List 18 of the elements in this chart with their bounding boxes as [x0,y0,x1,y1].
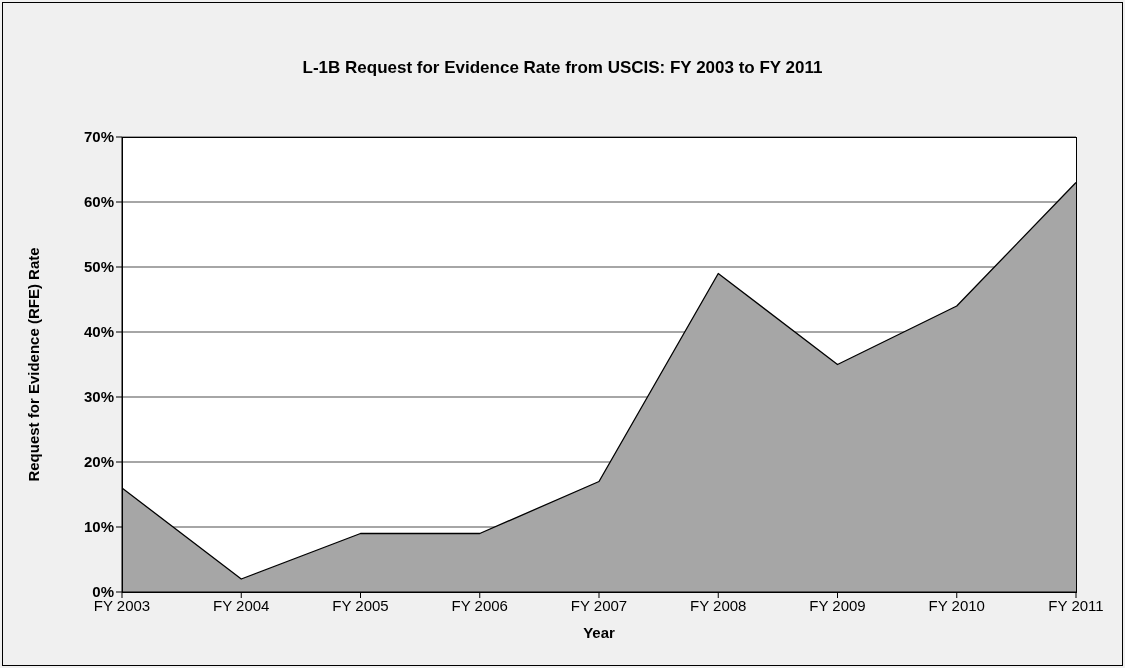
x-tick-label: FY 2009 [809,596,866,614]
y-tick-label: 40% [83,323,114,341]
x-tick-label: FY 2011 [1048,596,1104,614]
x-tick-label: FY 2004 [213,596,270,614]
y-tick-label: 70% [83,128,114,146]
x-tick-label: FY 2005 [332,596,389,614]
x-tick-label: FY 2010 [928,596,985,614]
chart-title: L-1B Request for Evidence Rate from USCIS: FY 2003 to FY 2011 [301,58,824,78]
y-tick-label: 10% [83,518,114,536]
y-tick-label: 20% [83,453,114,471]
y-tick-label: 30% [83,388,114,406]
x-tick-label: FY 2006 [451,596,508,614]
x-tick-label: FY 2008 [690,596,747,614]
y-axis-title: Request for Evidence (RFE) Rate [25,247,43,482]
x-tick-label: FY 2007 [570,596,628,614]
x-axis-title: Year [583,624,616,641]
y-tick-label: 50% [83,258,114,276]
y-tick-label: 60% [83,193,114,211]
